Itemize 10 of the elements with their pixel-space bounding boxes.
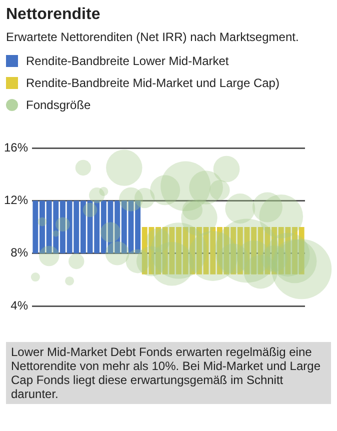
legend-label: Rendite-Bandbreite Mid-Market und Large Cap) <box>26 76 280 90</box>
y-tick-label: 16% <box>4 140 28 154</box>
text: Lower Mid-Market Debt Fonds erwarten regelmäßig eine Nettorendite von mehr als 10%. Bei Mid-Market und Large Cap Fonds liegt diese erwartungsgemäß im Schnitt darunter. <box>6 342 331 404</box>
legend-label: Rendite-Bandbreite Lower Mid-Market <box>26 54 229 68</box>
chart-title: Nettorendite <box>6 6 102 24</box>
y-tick-label: 12% <box>4 192 28 207</box>
y-tick-label: 8% <box>10 246 28 260</box>
chart-subtitle: Erwartete Nettorenditen (Net IRR) nach Marktsegment. <box>6 30 300 44</box>
y-tick-label: 4% <box>10 298 28 312</box>
legend-label: Fondsgröße <box>26 98 91 112</box>
